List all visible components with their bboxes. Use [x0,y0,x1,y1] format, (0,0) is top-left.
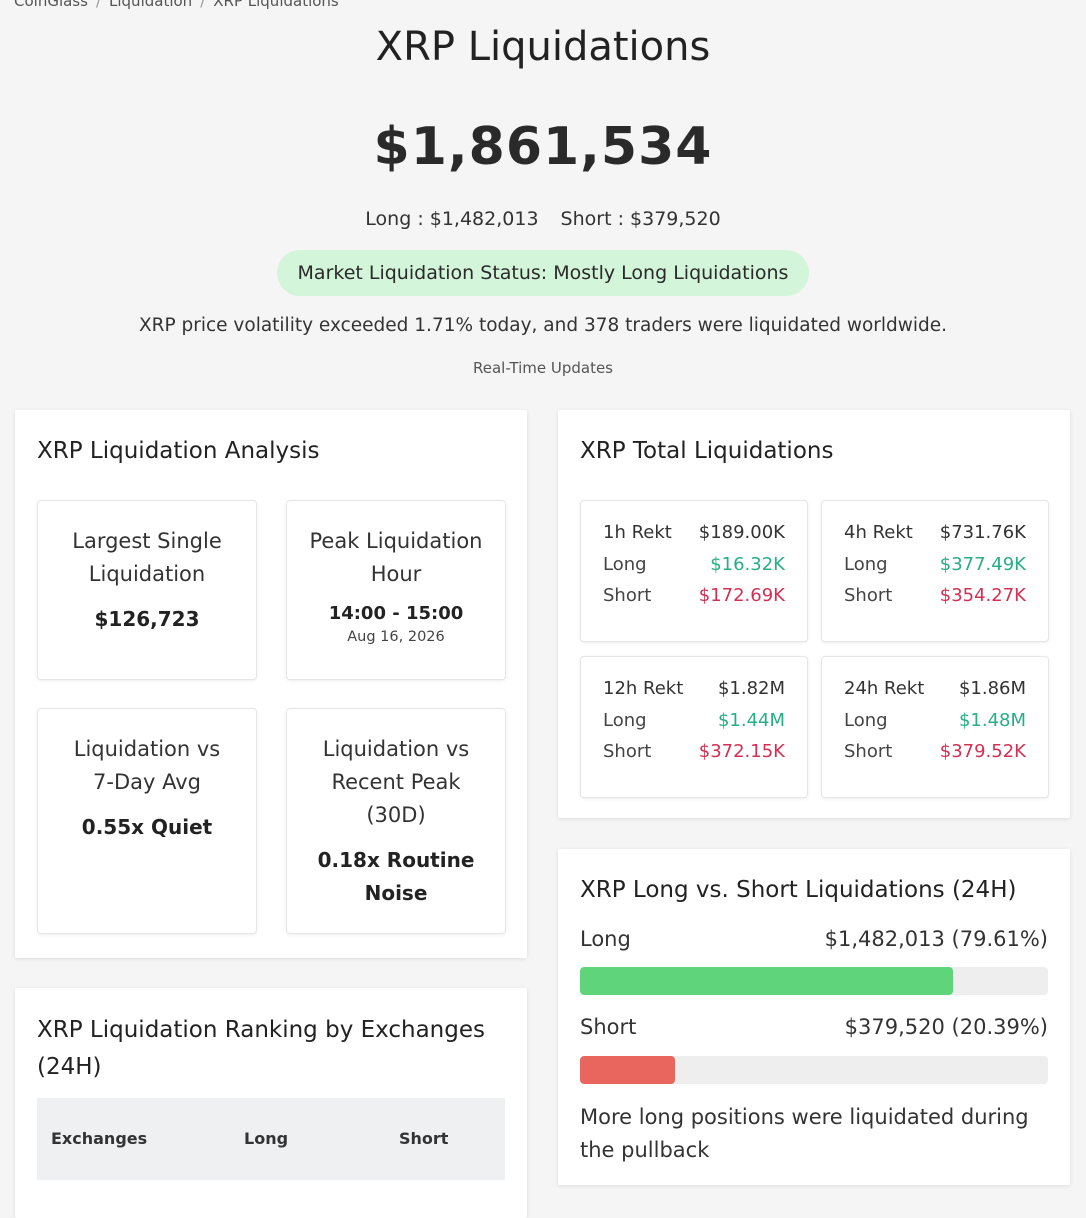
realtime-updates-label: Real-Time Updates [473,359,613,377]
rekt-short-label: Short [844,584,893,606]
largest-liquidation-value: $126,723 [94,607,200,631]
breadcrumb: CoinGlass / Liquidation / XRP Liquidations [14,0,339,10]
long-short-summary-text: More long positions were liquidated duri… [580,1105,1029,1162]
volatility-description: XRP price volatility exceeded 1.71% toda… [138,315,948,336]
rekt-period-label: 4h Rekt [844,521,913,543]
rekt-short-value: $172.69K [698,584,785,606]
total-liquidation-amount: $1,861,534 [373,117,713,177]
rekt-short-value: $379.52K [939,740,1026,762]
breadcrumb-liquidation[interactable]: Liquidation [109,0,193,10]
rekt-long-value: $16.32K [710,553,785,575]
peak-hour-value: 14:00 - 15:00 [328,603,464,624]
rekt-long-value: $1.48M [958,709,1026,731]
rekt-total-value: $1.86M [958,677,1026,699]
column-header-short[interactable]: Short [399,1129,449,1148]
peak-hour-label: Peak Liquidation Hour [309,529,483,586]
vs-recent-peak-value: 0.18x Routine Noise [317,848,475,905]
short-total-text: Short : $379,520 [560,208,721,230]
breadcrumb-separator: / [95,0,102,10]
rekt-card-4h: 4h Rekt $731.76K Long $377.49K Short $354.2… [821,500,1049,642]
rekt-short-value: $372.15K [698,740,785,762]
rekt-long-label: Long [603,553,647,575]
short-progress-bar [580,1056,1048,1084]
exchange-ranking-title: XRP Liquidation Ranking by Exchanges (24… [37,1017,485,1080]
rekt-period-label: 12h Rekt [603,677,684,699]
long-value: $1,482,013 (79.61%) [824,927,1048,951]
rekt-long-label: Long [844,553,888,575]
rekt-long-value: $1.44M [717,709,785,731]
rekt-short-label: Short [844,740,893,762]
column-header-long[interactable]: Long [244,1129,289,1148]
rekt-card-12h: 12h Rekt $1.82M Long $1.44M Short $372.15K [580,656,808,798]
column-header-exchanges[interactable]: Exchanges [51,1129,148,1148]
ranking-table-header: Exchanges Long Short [37,1098,505,1180]
analysis-title: XRP Liquidation Analysis [37,438,320,464]
largest-liquidation-label: Largest Single Liquidation [72,529,222,586]
long-total-text: Long : $1,482,013 [365,208,539,230]
rekt-total-value: $1.82M [717,677,785,699]
peak-hour-date: Aug 16, 2026 [347,629,445,645]
long-progress-bar [580,967,1048,995]
total-liquidations-card: XRP Total Liquidations 1h Rekt $189.00K L… [558,410,1070,818]
rekt-short-value: $354.27K [939,584,1026,606]
total-liquidations-title: XRP Total Liquidations [580,438,834,464]
vs-recent-peak-label: Liquidation vs Recent Peak (30D) [322,737,470,827]
page-title: XRP Liquidations [375,24,711,70]
peak-hour-tile: Peak Liquidation Hour 14:00 - 15:00 Aug … [286,500,506,680]
liquidation-analysis-card: XRP Liquidation Analysis Largest Single … [15,410,527,958]
breadcrumb-current: XRP Liquidations [213,0,339,10]
breadcrumb-home[interactable]: CoinGlass [14,0,88,10]
rekt-period-label: 1h Rekt [603,521,672,543]
short-label: Short [580,1015,637,1039]
rekt-long-label: Long [844,709,888,731]
vs-7day-avg-tile: Liquidation vs 7-Day Avg 0.55x Quiet [37,708,257,934]
exchange-ranking-card: XRP Liquidation Ranking by Exchanges (24… [15,988,527,1218]
vs-7day-avg-value: 0.55x Quiet [81,815,213,839]
rekt-period-label: 24h Rekt [844,677,925,699]
rekt-short-label: Short [603,584,652,606]
rekt-card-24h: 24h Rekt $1.86M Long $1.48M Short $379.52K [821,656,1049,798]
largest-liquidation-tile: Largest Single Liquidation $126,723 [37,500,257,680]
vs-recent-peak-tile: Liquidation vs Recent Peak (30D) 0.18x R… [286,708,506,934]
long-progress-fill [580,967,953,995]
long-short-summary: Long : $1,482,013 Short : $379,520 [0,208,1086,230]
rekt-long-label: Long [603,709,647,731]
rekt-card-1h: 1h Rekt $189.00K Long $16.32K Short $172.69… [580,500,808,642]
rekt-total-value: $731.76K [939,521,1026,543]
rekt-long-value: $377.49K [939,553,1026,575]
long-vs-short-title: XRP Long vs. Short Liquidations (24H) [580,877,1017,903]
rekt-total-value: $189.00K [698,521,785,543]
long-label: Long [580,927,631,951]
breadcrumb-separator: / [200,0,206,10]
rekt-short-label: Short [603,740,652,762]
long-vs-short-card: XRP Long vs. Short Liquidations (24H) Lo… [558,849,1070,1185]
short-value: $379,520 (20.39%) [844,1015,1048,1039]
short-progress-fill [580,1056,676,1084]
market-status-badge: Market Liquidation Status: Mostly Long L… [277,250,809,296]
vs-7day-avg-label: Liquidation vs 7-Day Avg [73,737,221,794]
